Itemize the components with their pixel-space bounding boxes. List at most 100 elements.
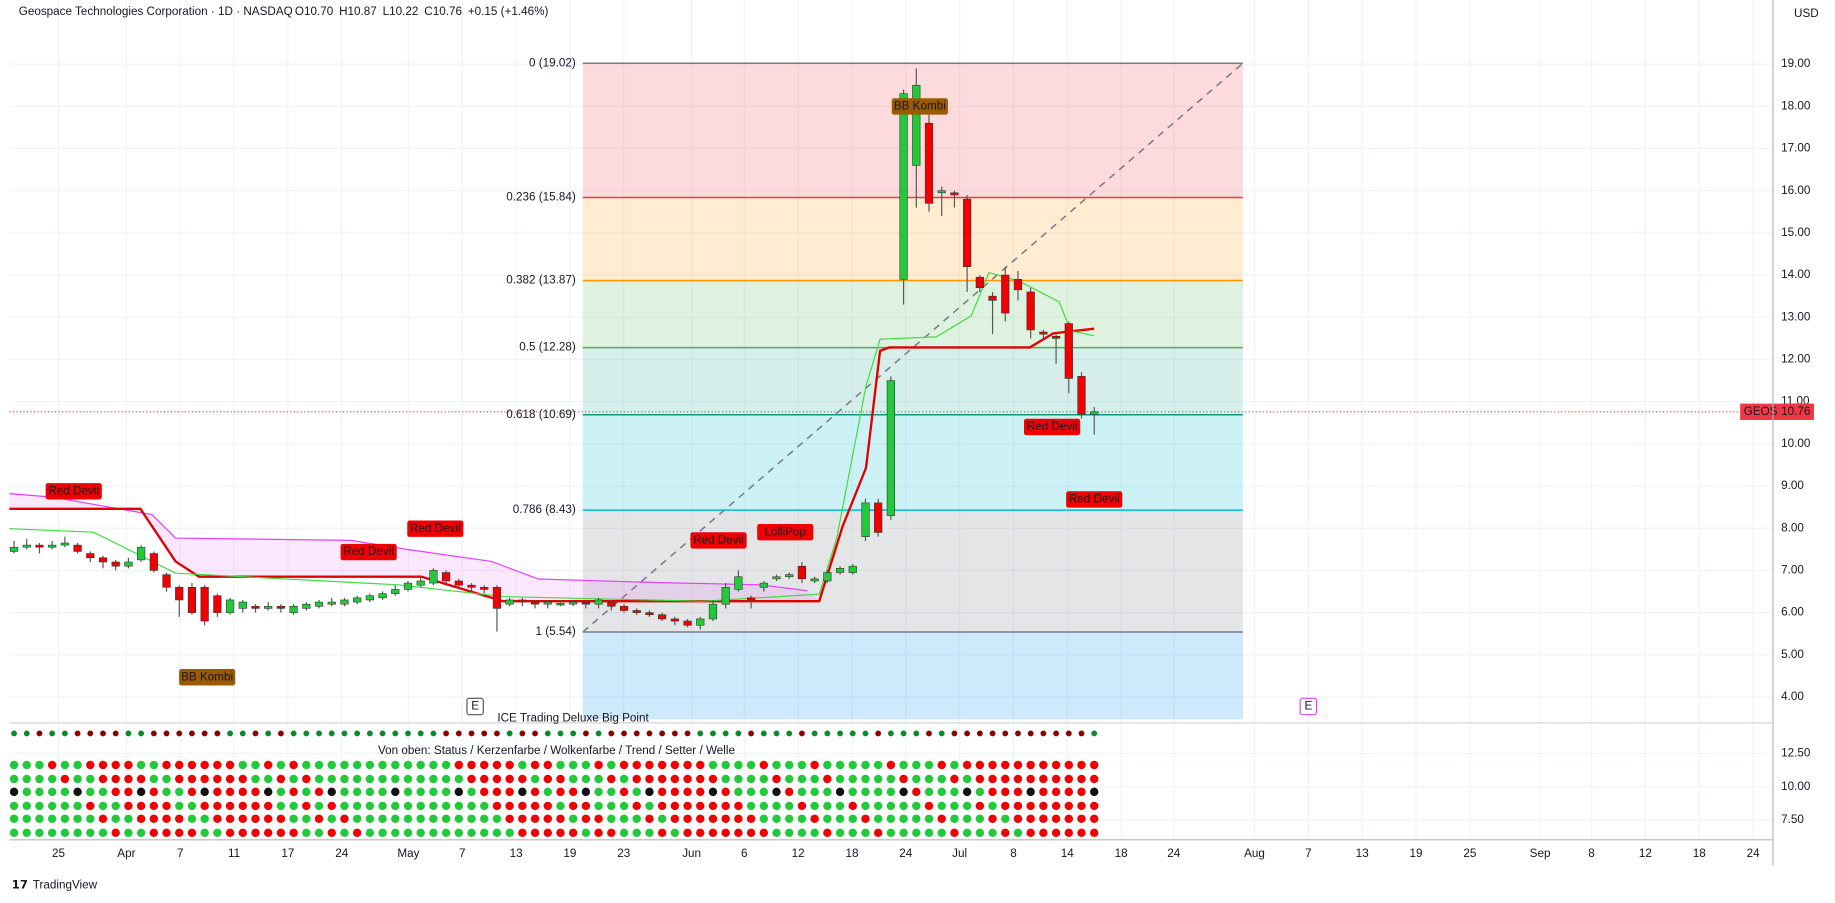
signal-dot (416, 801, 425, 811)
signal-dot (988, 760, 997, 770)
ohlc-value: H10.87 (339, 5, 377, 18)
signal-dot (645, 760, 654, 770)
signal-dot (937, 774, 946, 784)
x-tick-label: 7 (177, 847, 184, 860)
signal-dot (721, 787, 730, 797)
signal-dot (403, 760, 413, 770)
x-tick-label: 25 (52, 847, 66, 860)
signal-dot (238, 801, 247, 811)
signal-dot (302, 801, 311, 811)
signal-dot (937, 828, 946, 838)
signal-dot (416, 774, 425, 784)
signal-dot (340, 787, 349, 797)
signal-dot (848, 760, 857, 770)
signal-dot (1077, 814, 1086, 823)
signal-dot (683, 787, 692, 797)
signal-dot (200, 814, 209, 823)
signal-dot (607, 760, 616, 770)
signal-dot (785, 801, 794, 811)
signal-dot (430, 730, 437, 737)
signal-dot (467, 814, 476, 823)
x-tick-label: May (397, 847, 419, 860)
signal-dot (378, 801, 387, 811)
signal-dot (645, 828, 654, 838)
candle-body (327, 601, 336, 605)
signal-dot (328, 730, 335, 737)
signal-dot (708, 801, 718, 811)
y-tick-label: 13.00 (1781, 310, 1811, 323)
signal-dot (429, 828, 438, 838)
signal-dot (989, 730, 996, 737)
signal-dot (1013, 787, 1023, 797)
signal-dot (581, 760, 591, 770)
signal-dot (441, 814, 451, 823)
candle-body (975, 276, 984, 289)
signal-dot (98, 814, 108, 823)
signal-dot (810, 774, 819, 784)
signal-dot (47, 828, 57, 838)
signal-dot (848, 828, 857, 838)
signal-dot (759, 760, 769, 770)
signal-dot (238, 828, 247, 838)
y-tick-label: 16.00 (1781, 184, 1811, 197)
signal-dot (47, 760, 57, 770)
signal-dot (480, 787, 489, 797)
signal-dot (9, 828, 19, 838)
signal-dot (810, 814, 819, 823)
signal-dot (886, 828, 896, 838)
signal-dot (35, 774, 44, 784)
signal-dot (416, 760, 425, 770)
signal-dot (111, 787, 120, 797)
signal-dot (378, 760, 387, 770)
signal-dot (886, 801, 896, 811)
signal-dot (607, 828, 616, 838)
annotation-box (179, 669, 236, 686)
candle-body (950, 192, 959, 196)
signal-dot (645, 801, 654, 811)
candle-body (823, 572, 832, 582)
signal-dot (22, 760, 31, 770)
change: +0.15 (+1.46%) (468, 5, 549, 18)
y-tick-label: 17.00 (1781, 142, 1811, 155)
signal-dot (912, 774, 921, 784)
candle-body (213, 595, 222, 613)
signal-dot (937, 814, 946, 823)
y-tick-label: 19.00 (1781, 57, 1811, 70)
signal-dot (86, 814, 95, 823)
signal-dot (124, 814, 133, 823)
signal-dot (441, 787, 451, 797)
signal-dot (61, 730, 68, 737)
signal-dot (162, 801, 171, 811)
candle-body (1090, 411, 1099, 415)
signal-dot (964, 730, 971, 737)
signal-dot (886, 787, 896, 797)
y-tick-label: 6.00 (1781, 606, 1804, 619)
signal-dot (900, 730, 907, 737)
annotation: Red Devil (45, 483, 102, 500)
signal-dot (416, 787, 425, 797)
signal-dot (214, 730, 221, 737)
signal-dot (962, 801, 972, 811)
signal-dot (1051, 787, 1061, 797)
signal-dot (187, 801, 197, 811)
signal-dot (124, 774, 133, 784)
signal-dot (797, 801, 807, 811)
x-tick-label: Jul (952, 847, 967, 860)
signal-dot (1051, 828, 1061, 838)
candle-body (1026, 291, 1035, 331)
signal-dot (835, 760, 845, 770)
signal-dot (22, 814, 31, 823)
signal-dot (746, 760, 756, 770)
signal-dot (365, 760, 375, 770)
signal-dot (835, 787, 845, 797)
signal-dot (87, 730, 94, 737)
candle-body (1001, 274, 1010, 314)
signal-dot (429, 814, 438, 823)
signal-dot (1013, 828, 1023, 838)
annotations: GEOS 10.76 Red Devil Red Devil Red Devil Red … (45, 98, 1814, 716)
signal-dot (632, 814, 641, 823)
candle-body (73, 544, 82, 552)
signal-dot (136, 787, 146, 797)
signal-dot (632, 801, 641, 811)
signal-dot (530, 774, 540, 784)
